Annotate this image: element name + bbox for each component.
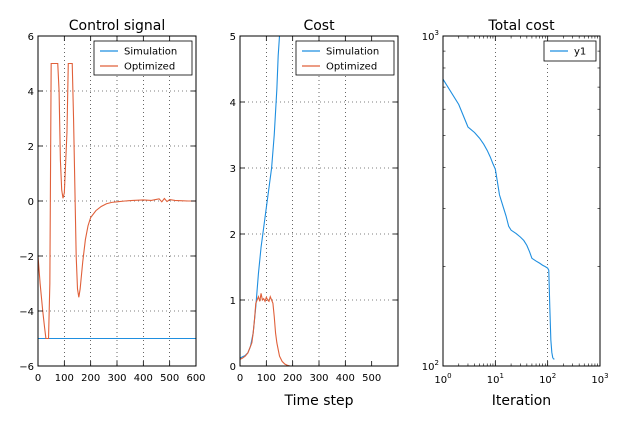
y-tick-label: 4 — [28, 87, 34, 98]
x-tick-label: 0 — [237, 373, 243, 384]
y-tick-label: 102 — [422, 359, 439, 373]
chart-panel-2: 0 100 200 300 400 500 0 1 2 3 4 5 Cost Time step Simul… — [230, 18, 399, 409]
y-tick-label: 0 — [28, 197, 34, 208]
x-tick-label: 300 — [107, 373, 126, 384]
legend: Simulation Optimized — [295, 40, 395, 76]
tick-exp: 3 — [604, 372, 608, 380]
y-tick-label: −4 — [19, 307, 34, 318]
legend-box — [543, 40, 597, 62]
tick-base: 10 — [422, 32, 435, 43]
y-tick-label: 0 — [230, 362, 236, 373]
y-tick-label: 6 — [28, 32, 34, 43]
legend-label-optimized: Optimized — [326, 62, 377, 73]
y-tick-label: 4 — [230, 98, 236, 109]
tick-base: 10 — [539, 375, 552, 386]
tick-base: 10 — [422, 362, 435, 373]
x-tick-label: 600 — [186, 373, 205, 384]
tick-base: 10 — [487, 375, 500, 386]
axes-frame — [442, 35, 601, 367]
tick-exp: 2 — [435, 359, 439, 367]
legend-label-simulation: Simulation — [124, 47, 177, 58]
x-tick-label: 500 — [362, 373, 381, 384]
x-tick-label: 102 — [539, 372, 556, 386]
x-tick-label: 300 — [309, 373, 328, 384]
chart-title: Control signal — [69, 18, 165, 34]
x-tick-label: 400 — [134, 373, 153, 384]
x-tick-label: 400 — [336, 373, 355, 384]
y-tick-label: 2 — [28, 142, 34, 153]
chart-title: Cost — [303, 18, 335, 34]
tick-exp: 3 — [435, 29, 439, 37]
series-line-optimized — [240, 293, 398, 366]
y-tick-label: 1 — [230, 296, 236, 307]
tick-exp: 2 — [552, 372, 556, 380]
x-axis-label: Iteration — [492, 393, 551, 409]
chart-title: Total cost — [487, 18, 555, 34]
legend-box — [295, 40, 395, 76]
x-tick-label: 100 — [55, 373, 74, 384]
x-tick-label: 103 — [591, 372, 608, 386]
tick-exp: 1 — [499, 372, 503, 380]
series-line-y1 — [443, 78, 555, 360]
x-tick-label: 200 — [81, 373, 100, 384]
y-tick-label: −2 — [19, 252, 34, 263]
legend: Simulation Optimized — [93, 40, 193, 76]
x-axis-label: Time step — [284, 393, 354, 409]
tick-base: 10 — [434, 375, 447, 386]
legend-label-simulation: Simulation — [326, 47, 379, 58]
x-tick-label: 500 — [160, 373, 179, 384]
x-tick-label: 0 — [35, 373, 41, 384]
tick-base: 10 — [591, 375, 604, 386]
series-line-simulation — [240, 36, 281, 359]
y-tick-label: 103 — [422, 29, 439, 43]
legend-label-y1: y1 — [574, 47, 586, 58]
y-tick-label: 3 — [230, 164, 236, 175]
legend-box — [93, 40, 193, 76]
series-line-optimized — [38, 62, 196, 340]
x-tick-label: 101 — [487, 372, 504, 386]
y-tick-label: 5 — [230, 32, 236, 43]
tick-exp: 0 — [447, 372, 451, 380]
x-tick-label: 100 — [434, 372, 451, 386]
chart-panel-1: 0 100 200 300 400 500 600 −6 −4 −2 0 2 4 6 Control sig… — [19, 18, 205, 384]
x-tick-label: 100 — [257, 373, 276, 384]
y-tick-label: 2 — [230, 230, 236, 241]
y-tick-label: −6 — [19, 362, 34, 373]
legend: y1 — [543, 40, 597, 62]
x-tick-label: 200 — [283, 373, 302, 384]
legend-label-optimized: Optimized — [124, 62, 175, 73]
